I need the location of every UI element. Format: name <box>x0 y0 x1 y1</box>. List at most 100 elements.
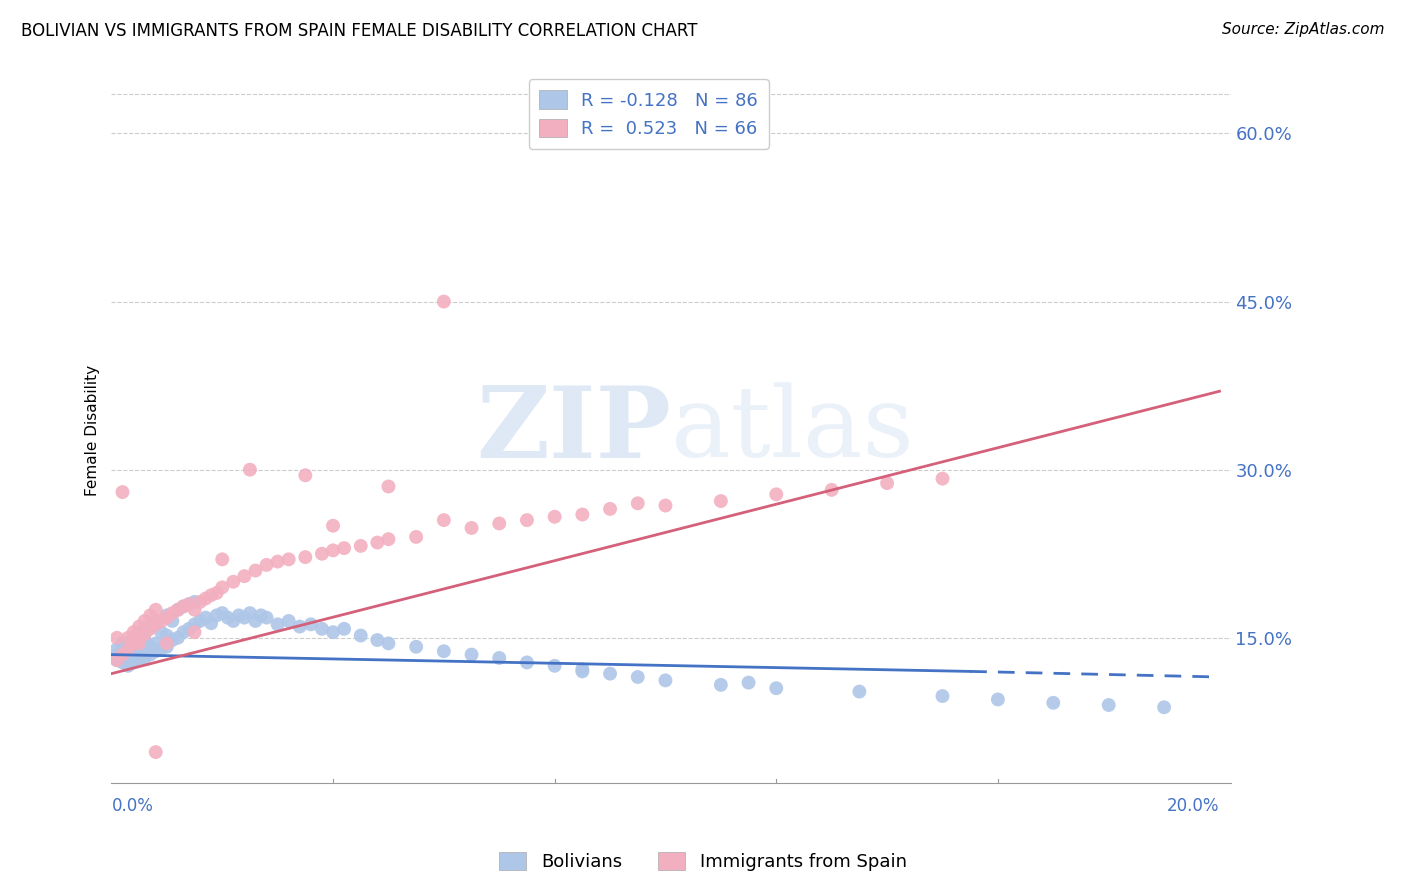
Point <box>145 745 167 759</box>
Point <box>571 665 593 679</box>
Point <box>233 610 256 624</box>
Point <box>256 558 278 572</box>
Point <box>188 614 211 628</box>
Point <box>294 468 316 483</box>
Point <box>134 651 156 665</box>
Point <box>183 595 205 609</box>
Point <box>245 564 267 578</box>
Point <box>1153 700 1175 714</box>
Point <box>128 636 150 650</box>
Point <box>299 617 322 632</box>
Point <box>134 627 156 641</box>
Point <box>111 485 134 500</box>
Point <box>111 644 134 658</box>
Point <box>128 640 150 654</box>
Point <box>627 496 650 510</box>
Point <box>156 610 179 624</box>
Point <box>1098 698 1121 712</box>
Point <box>333 541 356 555</box>
Point <box>150 614 173 628</box>
Point <box>654 499 676 513</box>
Point <box>177 597 200 611</box>
Point <box>228 608 250 623</box>
Text: 0.0%: 0.0% <box>111 797 153 815</box>
Point <box>211 552 233 566</box>
Point <box>433 644 456 658</box>
Point <box>139 619 162 633</box>
Point <box>122 644 145 658</box>
Point <box>145 636 167 650</box>
Point <box>217 610 239 624</box>
Point <box>145 614 167 628</box>
Point <box>377 532 399 546</box>
Point <box>366 633 388 648</box>
Point <box>122 656 145 670</box>
Point <box>183 603 205 617</box>
Text: 20.0%: 20.0% <box>1167 797 1219 815</box>
Point <box>117 642 139 657</box>
Point <box>239 463 262 477</box>
Point <box>488 516 510 531</box>
Point <box>111 648 134 662</box>
Point <box>765 487 787 501</box>
Point <box>200 588 222 602</box>
Point <box>211 580 233 594</box>
Point <box>266 555 288 569</box>
Point <box>277 552 299 566</box>
Point <box>172 599 194 614</box>
Point <box>105 653 128 667</box>
Point <box>366 535 388 549</box>
Point <box>405 530 427 544</box>
Point <box>111 656 134 670</box>
Point <box>931 689 953 703</box>
Point <box>433 513 456 527</box>
Point <box>821 483 844 497</box>
Point <box>128 619 150 633</box>
Text: BOLIVIAN VS IMMIGRANTS FROM SPAIN FEMALE DISABILITY CORRELATION CHART: BOLIVIAN VS IMMIGRANTS FROM SPAIN FEMALE… <box>21 22 697 40</box>
Point <box>156 628 179 642</box>
Point <box>105 648 128 662</box>
Point <box>876 476 898 491</box>
Point <box>222 614 245 628</box>
Point <box>322 625 344 640</box>
Point <box>205 608 228 623</box>
Point <box>128 648 150 662</box>
Point <box>516 513 538 527</box>
Point <box>134 614 156 628</box>
Legend: Bolivians, Immigrants from Spain: Bolivians, Immigrants from Spain <box>492 845 914 879</box>
Point <box>111 636 134 650</box>
Point <box>322 543 344 558</box>
Point <box>139 640 162 654</box>
Point <box>222 574 245 589</box>
Point <box>627 670 650 684</box>
Point <box>183 625 205 640</box>
Point <box>105 642 128 657</box>
Point <box>710 678 733 692</box>
Point <box>233 569 256 583</box>
Point <box>250 608 273 623</box>
Point <box>145 644 167 658</box>
Y-axis label: Female Disability: Female Disability <box>86 365 100 496</box>
Point <box>134 644 156 658</box>
Point <box>134 633 156 648</box>
Point <box>460 648 482 662</box>
Point <box>162 633 184 648</box>
Point <box>571 662 593 676</box>
Point <box>599 666 621 681</box>
Point <box>111 651 134 665</box>
Point <box>128 633 150 648</box>
Point <box>931 472 953 486</box>
Point <box>987 692 1010 706</box>
Point <box>288 619 311 633</box>
Point <box>350 539 373 553</box>
Point <box>333 622 356 636</box>
Point <box>177 622 200 636</box>
Point <box>239 606 262 620</box>
Point <box>710 494 733 508</box>
Point <box>167 603 190 617</box>
Point <box>156 608 179 623</box>
Point <box>294 550 316 565</box>
Point <box>117 658 139 673</box>
Point <box>350 628 373 642</box>
Point <box>150 642 173 657</box>
